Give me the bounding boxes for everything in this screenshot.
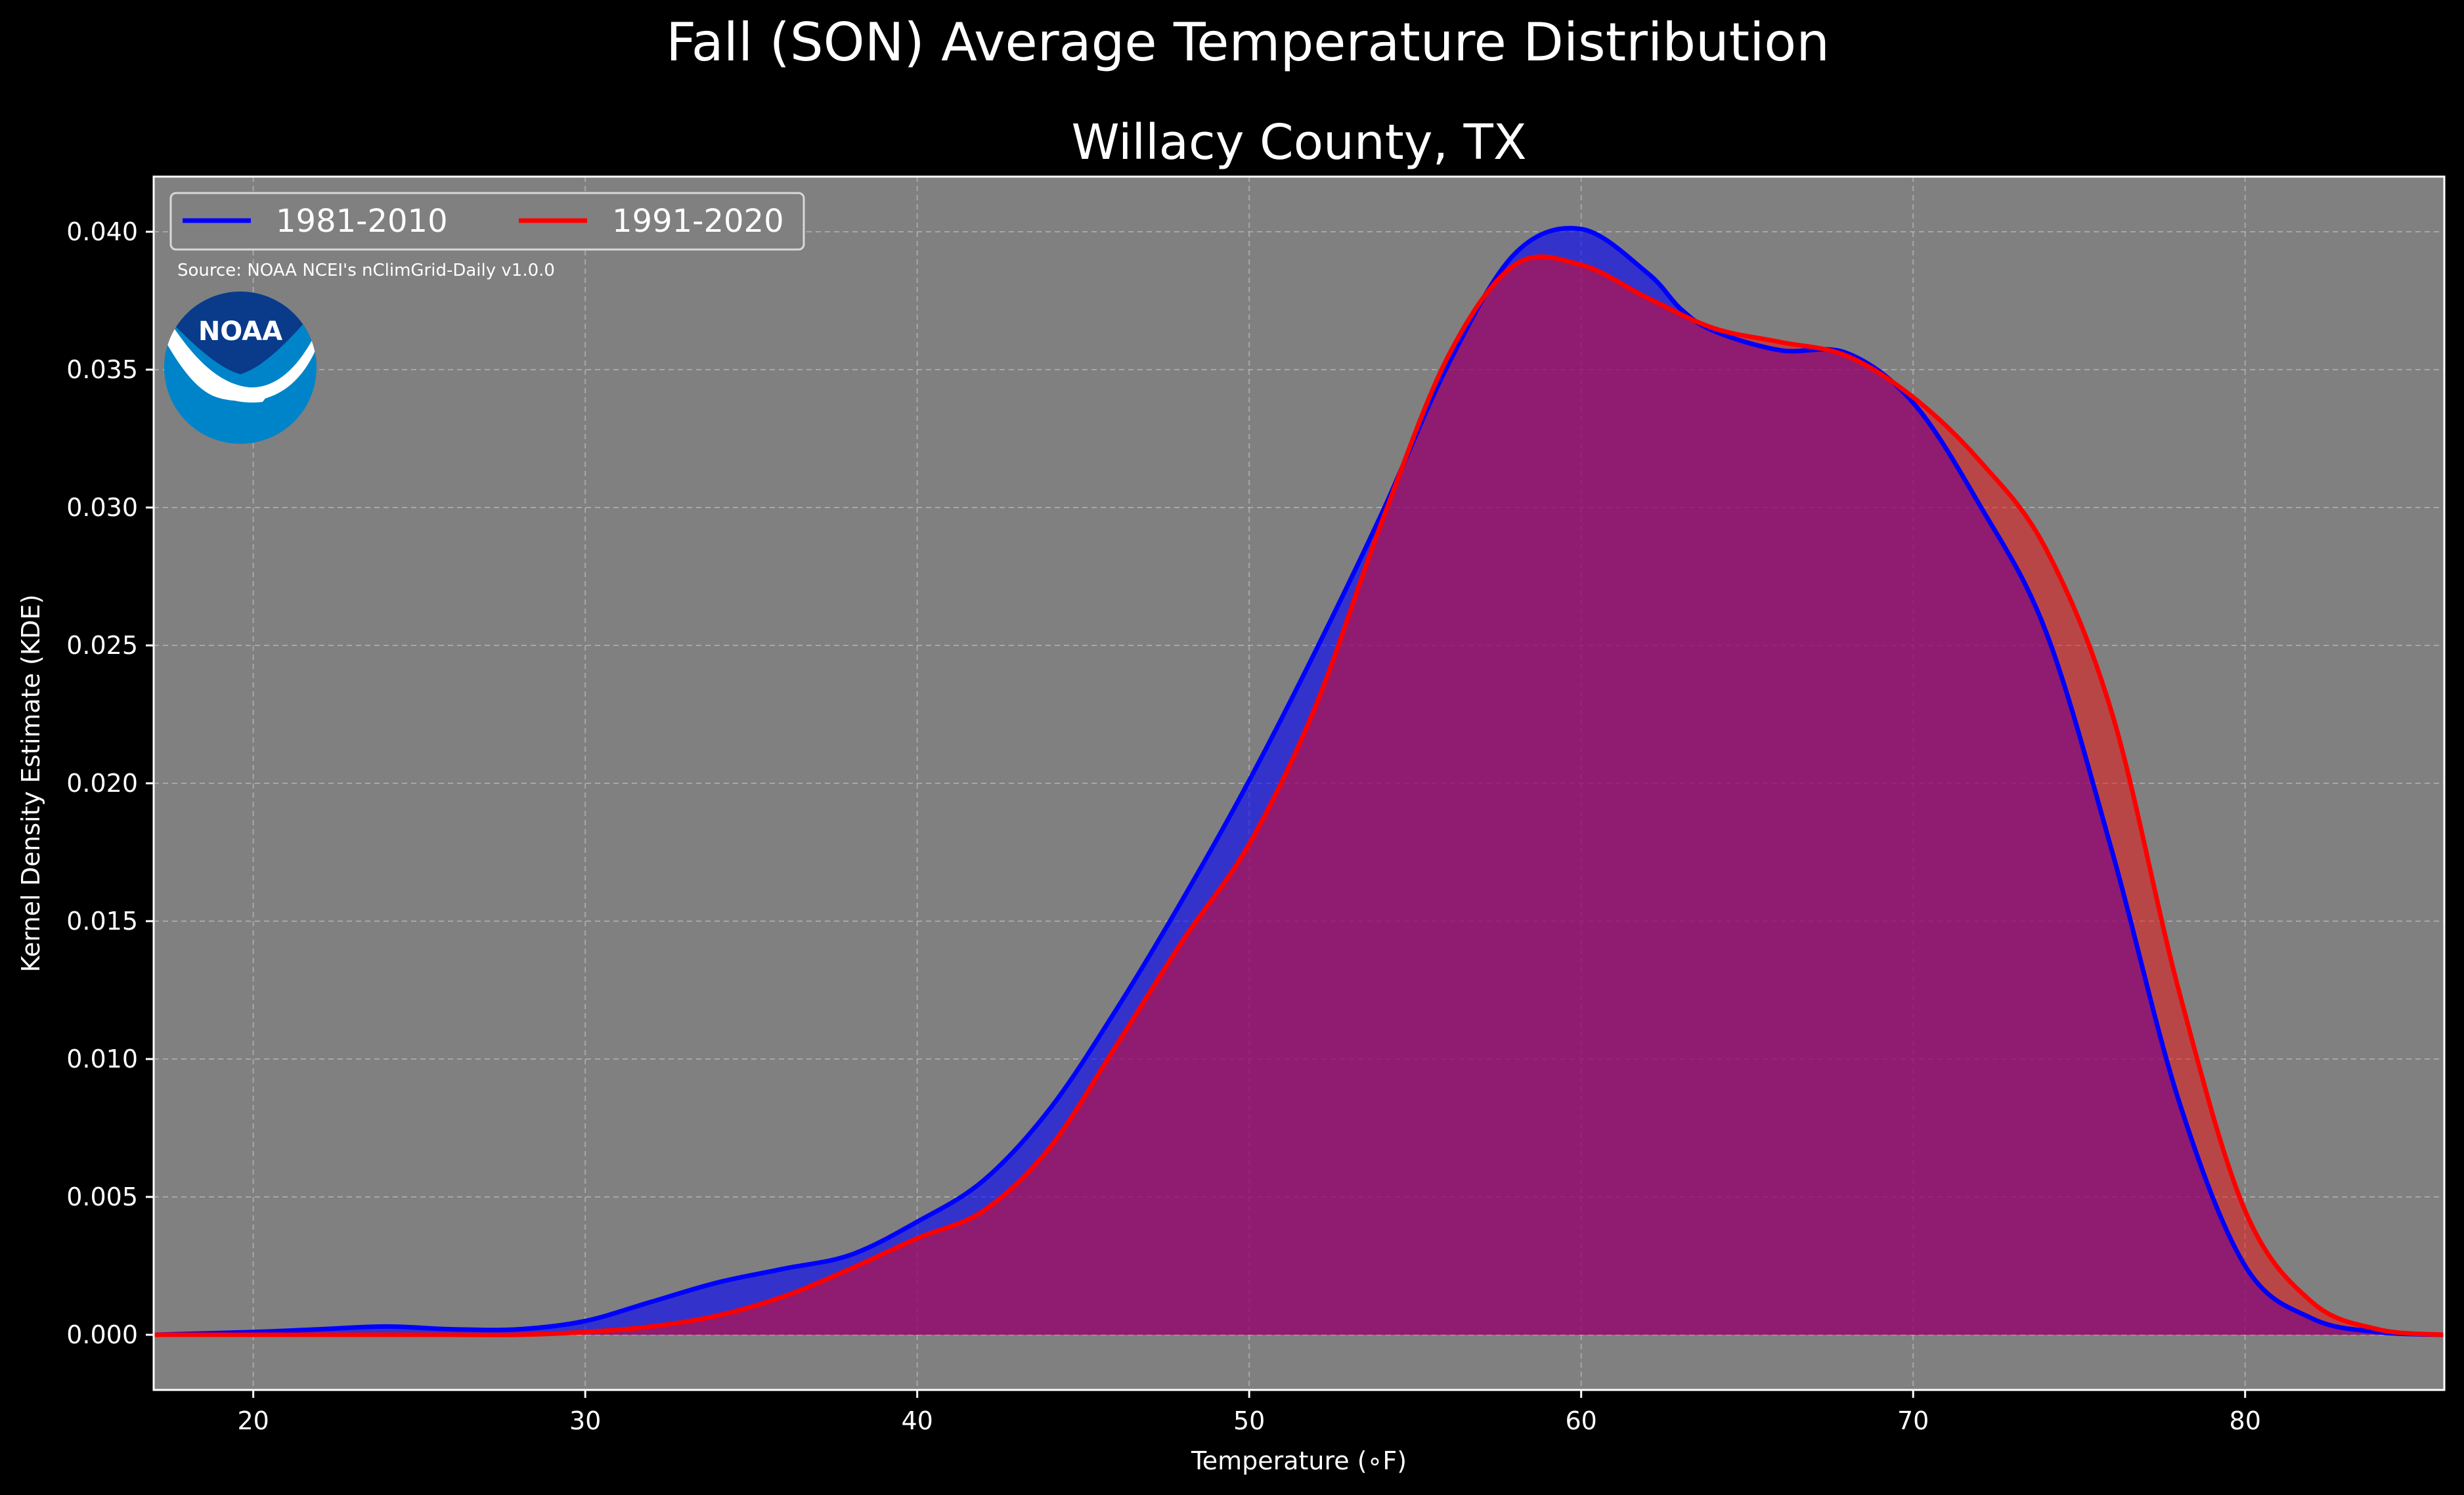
y-tick-label: 0.005 xyxy=(66,1182,138,1211)
legend-box xyxy=(169,192,805,251)
y-tick-label: 0.025 xyxy=(66,631,138,660)
y-tick-label: 0.030 xyxy=(66,493,138,522)
legend-label-1981-2010: 1981-2010 xyxy=(276,203,448,240)
y-tick-label: 0.015 xyxy=(66,907,138,936)
x-tick-label: 80 xyxy=(2230,1406,2261,1435)
x-tick-label: 50 xyxy=(1233,1406,1265,1435)
x-tick-label: 30 xyxy=(569,1406,601,1435)
x-tick-label: 20 xyxy=(237,1406,269,1435)
x-axis-label: Temperature (∘F) xyxy=(1191,1446,1407,1475)
y-tick-label: 0.020 xyxy=(66,769,138,798)
y-tick-label: 0.000 xyxy=(66,1320,138,1349)
line-1981-2010 xyxy=(154,226,2444,1337)
noaa-logo-icon: NOAA xyxy=(164,292,317,444)
noaa-logo-text: NOAA xyxy=(198,316,282,347)
chart-suptitle: Fall (SON) Average Temperature Distribut… xyxy=(666,12,1830,73)
chart-title: Willacy County, TX xyxy=(1071,114,1526,171)
area-1981-2010 xyxy=(154,228,2444,1335)
source-note: Source: NOAA NCEI's nClimGrid-Daily v1.0… xyxy=(177,261,555,280)
y-axis-label: Kernel Density Estimate (KDE) xyxy=(16,594,45,972)
area-1991-2020 xyxy=(154,257,2444,1335)
x-axis-ticks: 20 30 40 50 60 70 80 xyxy=(237,1390,2261,1435)
y-tick-label: 0.040 xyxy=(66,217,138,246)
legend-label-1991-2020: 1991-2020 xyxy=(612,203,784,240)
y-tick-label: 0.035 xyxy=(66,355,138,384)
x-tick-label: 40 xyxy=(901,1406,933,1435)
x-tick-label: 60 xyxy=(1566,1406,1597,1435)
legend: 1981-2010 1991-2020 xyxy=(169,192,805,251)
line-1991-2020 xyxy=(154,254,2444,1337)
x-tick-label: 70 xyxy=(1897,1406,1929,1435)
series-layer xyxy=(154,226,2444,1337)
y-tick-label: 0.010 xyxy=(66,1045,138,1073)
y-axis-ticks: 0.000 0.005 0.010 0.015 0.020 0.025 0.030 0.035… xyxy=(66,217,154,1349)
